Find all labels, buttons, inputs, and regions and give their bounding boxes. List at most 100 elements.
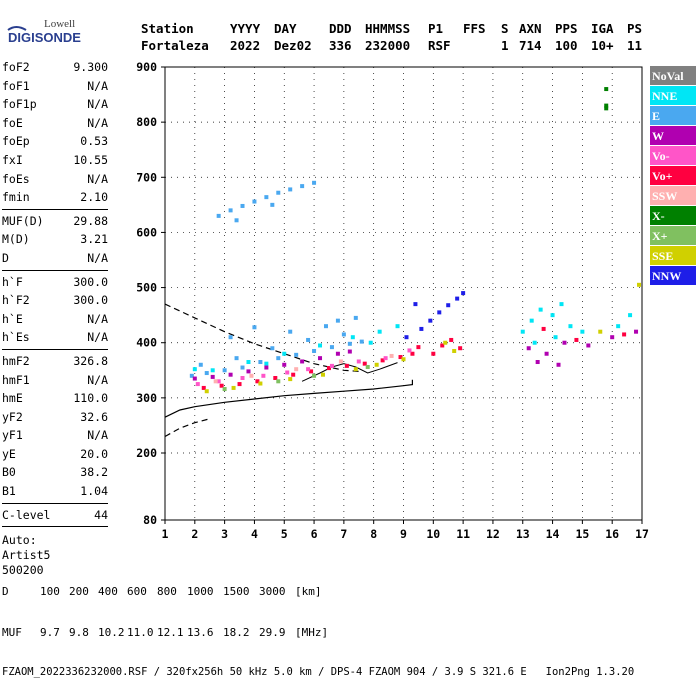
- param-b1: B1 1.04: [2, 482, 108, 501]
- param-mufd: MUF(D) 29.88: [2, 212, 108, 231]
- echo-point: [306, 337, 311, 342]
- param-value: 300.0: [73, 293, 108, 308]
- footer-muf-value: 13.6: [187, 625, 214, 639]
- echo-point: [318, 343, 323, 348]
- echo-point: [401, 357, 406, 362]
- param-divider: [2, 208, 108, 210]
- legend-swatch: [650, 146, 696, 165]
- echo-point: [312, 348, 317, 353]
- param-hmf1: hmF1 N/A: [2, 371, 108, 390]
- echo-point: [604, 103, 609, 108]
- footer-d-value: 600: [127, 585, 147, 598]
- param-value: N/A: [87, 97, 108, 112]
- echo-point: [383, 356, 388, 361]
- header-label-hhmmss: HHMMSS: [365, 21, 410, 36]
- echo-point: [318, 356, 323, 361]
- echo-point: [270, 346, 275, 351]
- echo-point: [204, 389, 209, 394]
- param-fof2: foF2 9.300: [2, 58, 108, 77]
- x-tick-label: 15: [575, 527, 589, 541]
- header-label-station: Station: [141, 21, 194, 36]
- footer-muf-value: 18.2: [223, 625, 250, 639]
- legend-label: Vo-: [652, 149, 670, 163]
- echo-point: [335, 351, 340, 356]
- echo-point: [461, 291, 466, 296]
- echo-point: [264, 195, 269, 200]
- echo-point: [562, 340, 567, 345]
- legend-label: NoVal: [652, 69, 684, 83]
- echo-point: [347, 349, 352, 354]
- echo-point: [452, 348, 457, 353]
- param-hmf2: hmF2 326.8: [2, 352, 108, 371]
- x-tick-label: 13: [516, 527, 530, 541]
- legend-label: X+: [652, 229, 668, 243]
- x-tick-label: 4: [251, 527, 258, 541]
- footer-muf-value: 12.1: [157, 625, 184, 639]
- echo-point: [252, 199, 257, 204]
- legend-swatch: [650, 166, 696, 185]
- legend-label: E: [652, 109, 660, 123]
- footer-d-value: 100: [40, 585, 60, 598]
- x-tick-label: 9: [400, 527, 407, 541]
- echo-point: [258, 381, 263, 386]
- param-value: 0.53: [80, 134, 108, 149]
- x-tick-label: 17: [635, 527, 649, 541]
- echo-point: [374, 362, 379, 367]
- chart-legend: NoVal NNE EW Vo- Vo+ SSW X- X+ SSE NNW: [650, 66, 696, 285]
- echo-point: [276, 190, 281, 195]
- param-value: 1.04: [80, 484, 108, 499]
- echo-point: [261, 373, 266, 378]
- echo-point: [264, 361, 269, 366]
- echo-point: [544, 351, 549, 356]
- legend-label: NNW: [652, 269, 681, 283]
- echo-point: [398, 355, 403, 360]
- param-name: h`E: [2, 311, 23, 326]
- logo-line2: DIGISONDE: [8, 30, 81, 45]
- header-value-axn: 714: [519, 38, 542, 53]
- echo-point: [228, 335, 233, 340]
- footer-muf-label: MUF: [2, 625, 22, 639]
- echo-point: [231, 385, 236, 390]
- echo-point: [294, 367, 299, 372]
- logo-line1: Lowell: [44, 18, 75, 30]
- echo-point: [440, 343, 445, 348]
- echo-point: [359, 339, 364, 344]
- legend-label: W: [652, 129, 664, 143]
- echo-point: [634, 329, 639, 334]
- param-name: hmF2: [2, 353, 30, 368]
- param-name: hmE: [2, 391, 23, 406]
- param-divider: [2, 526, 108, 528]
- param-md: M(D) 3.21: [2, 230, 108, 249]
- header-label-ddd: DDD: [329, 21, 352, 36]
- x-tick-label: 1: [162, 527, 169, 541]
- param-ye: yE 20.0: [2, 445, 108, 464]
- param-value: 2.10: [80, 190, 108, 205]
- param-hes: h`Es N/A: [2, 328, 108, 347]
- y-tick-label: 400: [136, 336, 157, 350]
- echo-point: [246, 369, 251, 374]
- echo-point: [416, 345, 421, 350]
- echo-point: [237, 382, 242, 387]
- footer-muf-value: 10.2: [98, 625, 125, 639]
- echo-point: [368, 340, 373, 345]
- echo-point: [285, 370, 290, 375]
- echo-point: [240, 376, 245, 381]
- echo-point: [580, 329, 585, 334]
- param-name: D: [2, 250, 9, 265]
- echo-point: [446, 303, 451, 308]
- x-tick-label: 5: [281, 527, 288, 541]
- echo-point: [288, 187, 293, 192]
- param-value: N/A: [87, 250, 108, 265]
- echo-point: [535, 360, 540, 365]
- y-tick-label: 80: [143, 513, 157, 527]
- echo-point: [326, 366, 331, 371]
- echo-point: [273, 376, 278, 381]
- param-name: B0: [2, 465, 16, 480]
- echo-point: [228, 372, 233, 377]
- param-fxi: fxI 10.55: [2, 151, 108, 170]
- echo-point: [252, 325, 257, 330]
- echo-point: [240, 203, 245, 208]
- header-value-time: 232000: [365, 38, 410, 53]
- echo-point: [198, 362, 203, 367]
- echo-point: [222, 368, 227, 373]
